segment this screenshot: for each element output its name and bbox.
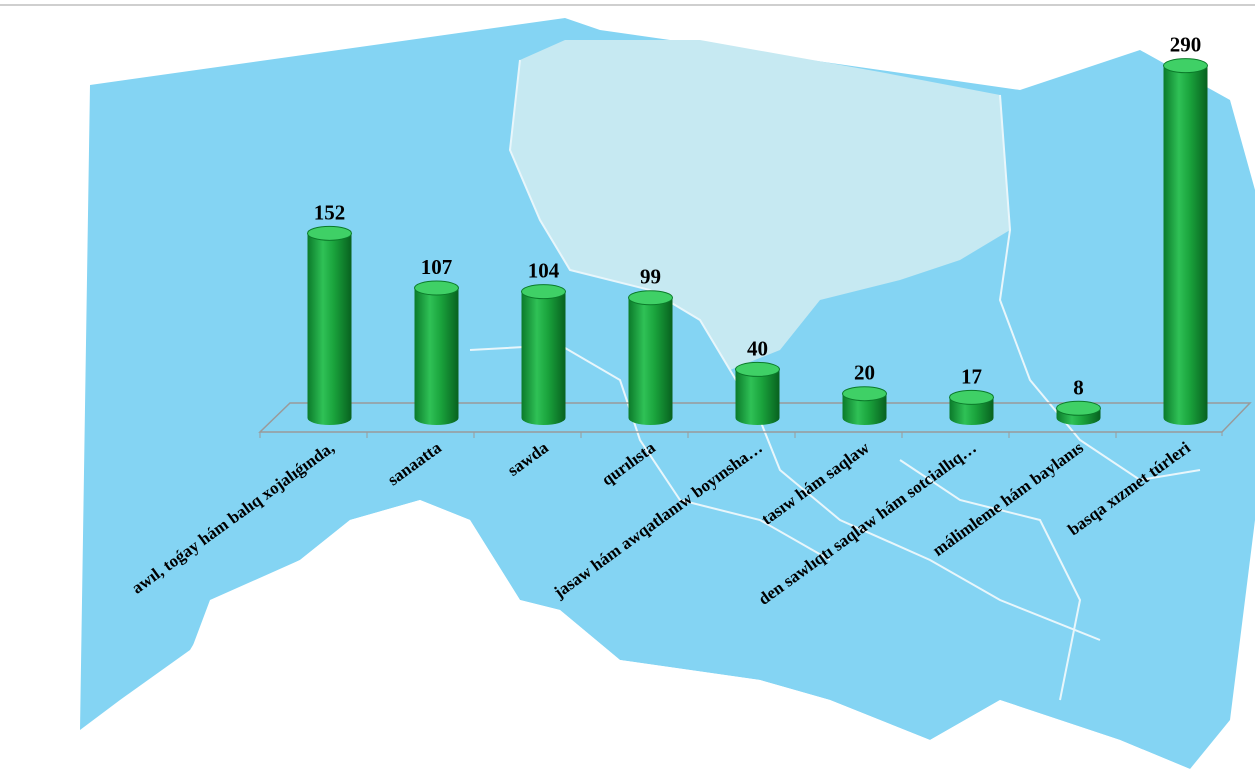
bar-body xyxy=(307,233,352,425)
bar-top xyxy=(735,361,780,377)
bar-body xyxy=(414,287,459,425)
bar-top xyxy=(307,225,352,241)
bar-body xyxy=(1163,65,1208,426)
value-label: 8 xyxy=(1073,375,1084,399)
bar-top xyxy=(1163,58,1208,74)
bar xyxy=(842,386,887,425)
bar-body xyxy=(842,393,887,425)
bar-top xyxy=(1056,400,1101,416)
bar xyxy=(1163,58,1208,426)
bar-body xyxy=(628,297,673,425)
value-label: 152 xyxy=(314,200,346,224)
floor xyxy=(258,402,1252,436)
value-label: 40 xyxy=(747,336,768,360)
bar-top xyxy=(842,386,887,402)
bar-top xyxy=(414,280,459,296)
bar xyxy=(307,225,352,425)
value-label: 290 xyxy=(1170,33,1202,57)
bar xyxy=(1056,400,1101,425)
bar-body xyxy=(949,397,994,425)
value-label: 17 xyxy=(961,364,982,388)
bar-body xyxy=(521,291,566,425)
value-label: 104 xyxy=(528,259,560,283)
value-label: 99 xyxy=(640,265,661,289)
bar xyxy=(628,290,673,425)
bar-body xyxy=(735,369,780,425)
bar xyxy=(949,389,994,425)
bar xyxy=(521,284,566,425)
bar-top xyxy=(949,389,994,405)
value-label: 20 xyxy=(854,361,875,385)
bar xyxy=(735,361,780,425)
bar-top xyxy=(521,284,566,300)
bar-top xyxy=(628,290,673,306)
bar xyxy=(414,280,459,425)
value-label: 107 xyxy=(421,255,453,279)
